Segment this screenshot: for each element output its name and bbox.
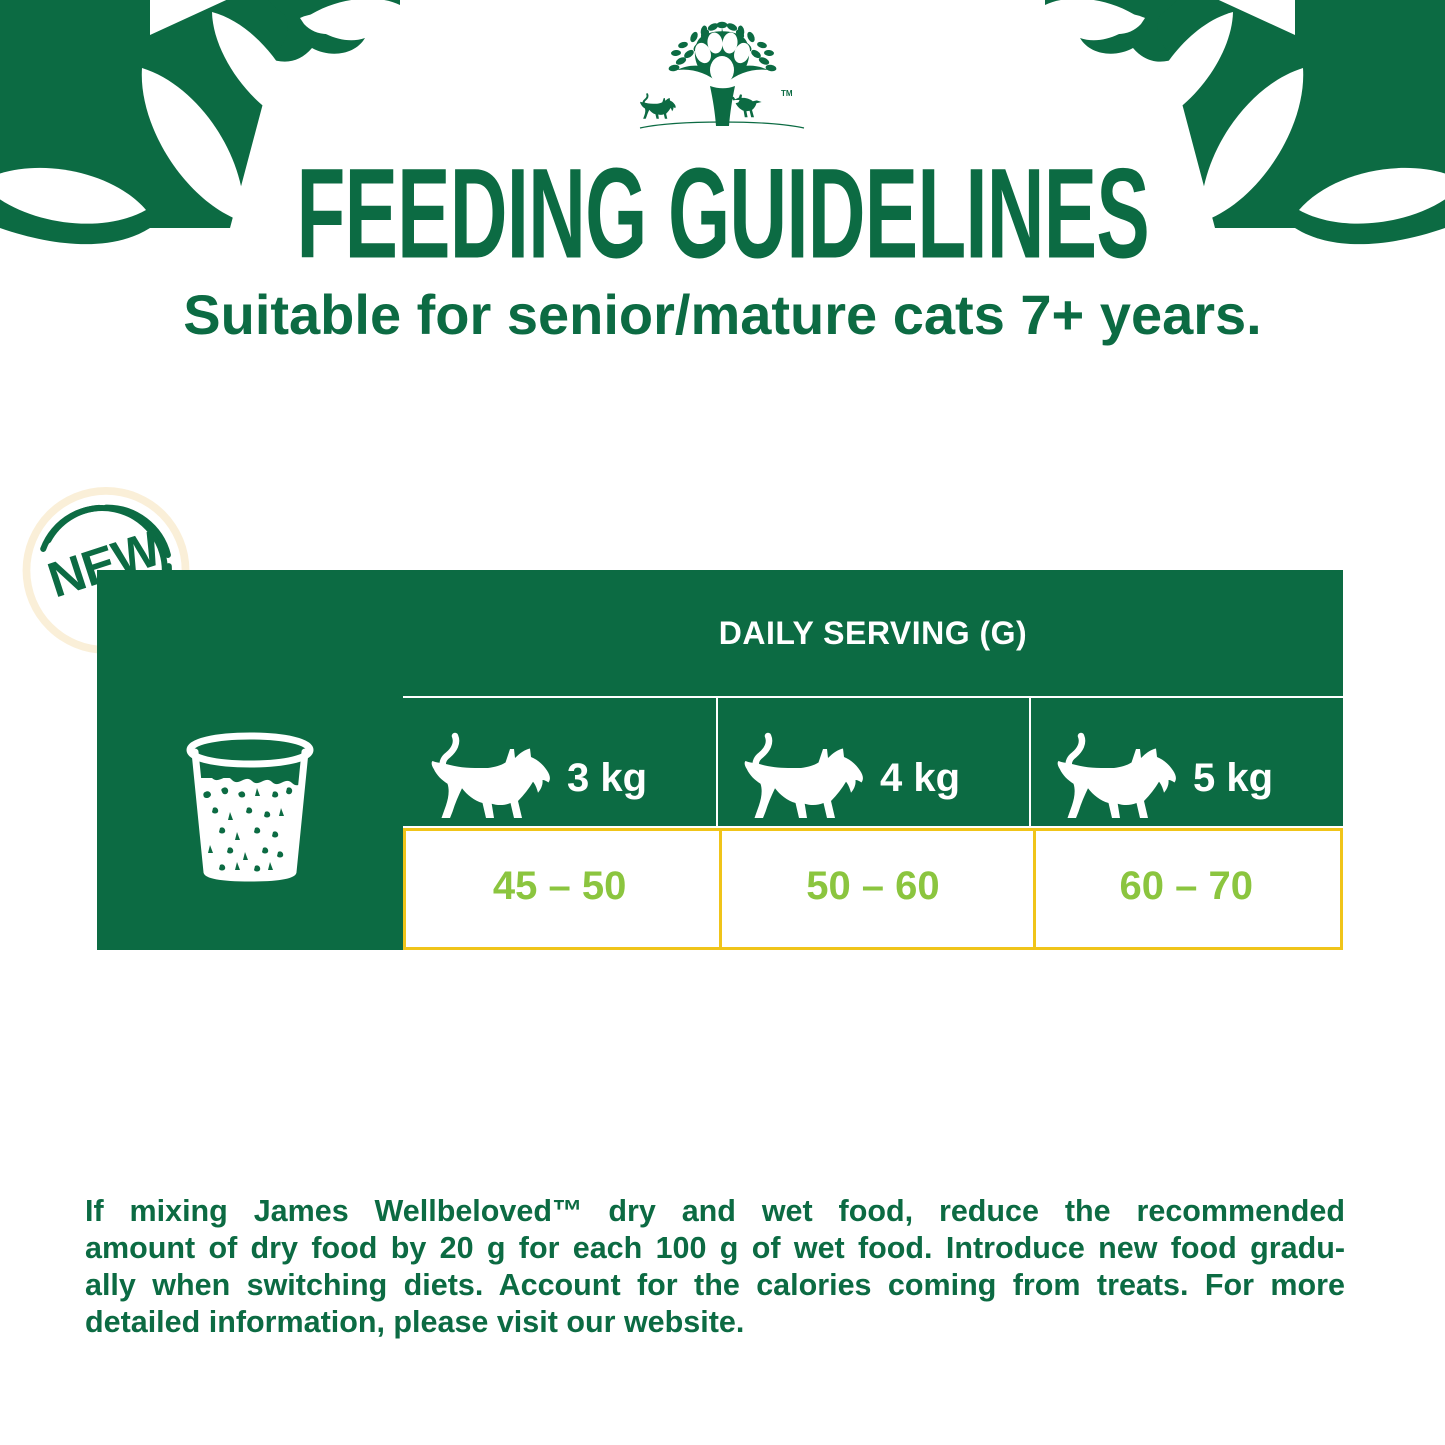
svg-text:TM: TM: [781, 89, 793, 98]
